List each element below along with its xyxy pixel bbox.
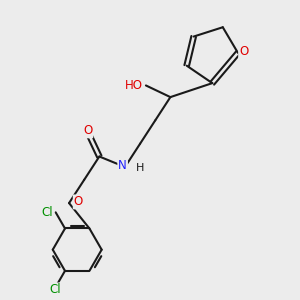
Text: O: O bbox=[83, 124, 92, 137]
Text: O: O bbox=[239, 45, 248, 58]
Text: Cl: Cl bbox=[50, 284, 62, 296]
Text: HO: HO bbox=[125, 79, 143, 92]
Text: H: H bbox=[135, 163, 144, 173]
Text: O: O bbox=[74, 195, 83, 208]
Text: N: N bbox=[118, 159, 127, 172]
Text: Cl: Cl bbox=[42, 206, 53, 219]
